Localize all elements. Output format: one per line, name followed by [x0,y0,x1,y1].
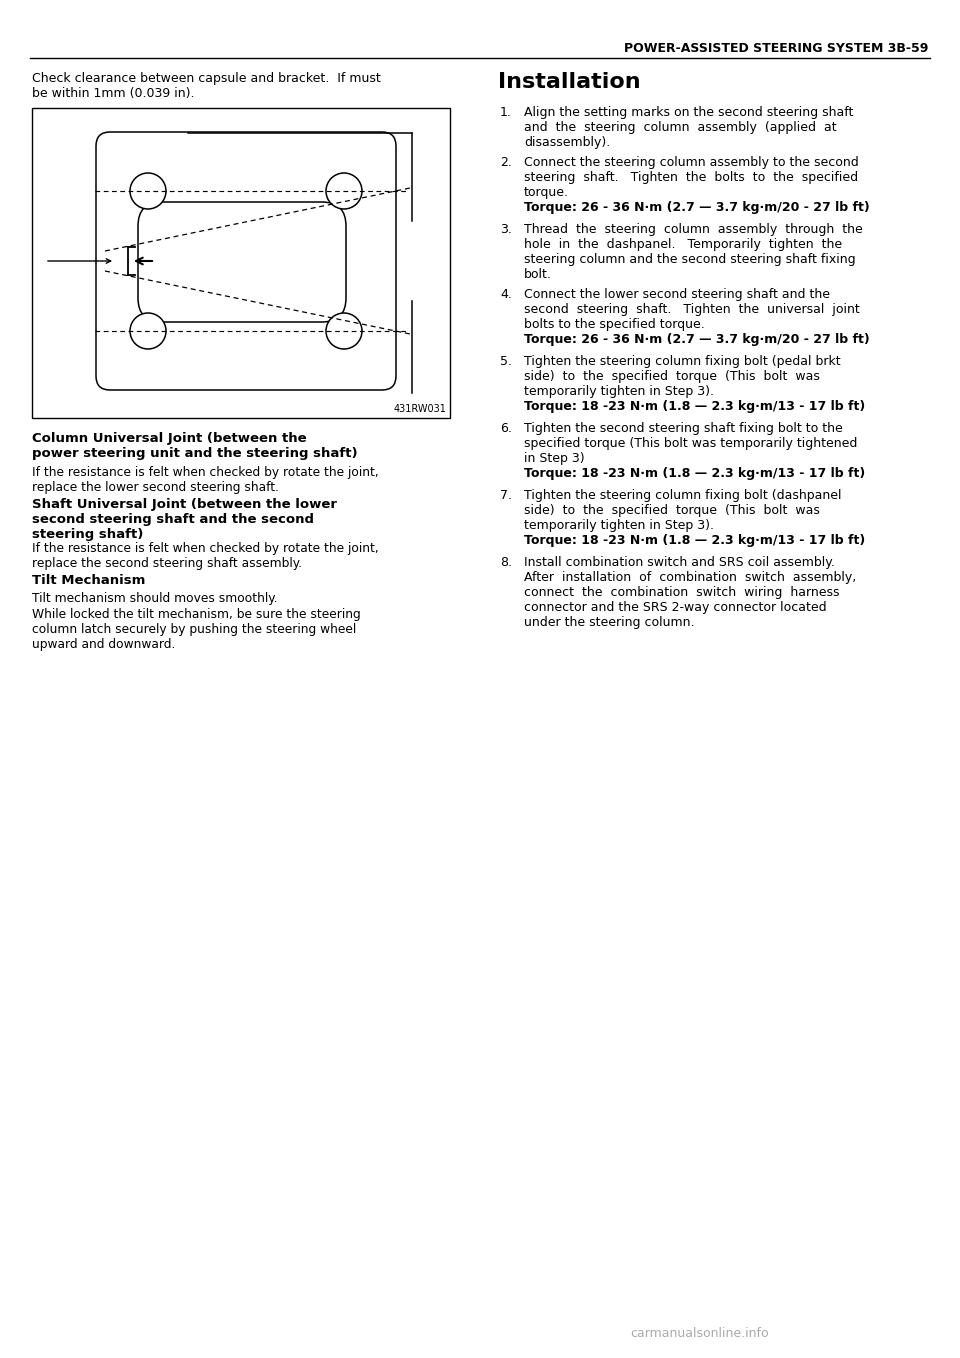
Text: 8.: 8. [500,555,512,569]
Text: Installation: Installation [498,72,640,92]
Text: Torque: 18 -23 N·m (1.8 — 2.3 kg·m/13 - 17 lb ft): Torque: 18 -23 N·m (1.8 — 2.3 kg·m/13 - … [524,467,865,479]
Text: If the resistance is felt when checked by rotate the joint,
replace the lower se: If the resistance is felt when checked b… [32,466,379,494]
Text: Torque: 18 -23 N·m (1.8 — 2.3 kg·m/13 - 17 lb ft): Torque: 18 -23 N·m (1.8 — 2.3 kg·m/13 - … [524,534,865,547]
Text: Torque: 26 - 36 N·m (2.7 — 3.7 kg·m/20 - 27 lb ft): Torque: 26 - 36 N·m (2.7 — 3.7 kg·m/20 -… [524,333,870,346]
Text: Tighten the steering column fixing bolt (dashpanel
side)  to  the  specified  to: Tighten the steering column fixing bolt … [524,489,842,532]
Text: Tighten the steering column fixing bolt (pedal brkt
side)  to  the  specified  t: Tighten the steering column fixing bolt … [524,354,841,398]
Text: If the resistance is felt when checked by rotate the joint,
replace the second s: If the resistance is felt when checked b… [32,542,379,570]
Text: 2.: 2. [500,156,512,168]
Text: Align the setting marks on the second steering shaft
and  the  steering  column : Align the setting marks on the second st… [524,106,853,149]
Text: carmanualsonline.info: carmanualsonline.info [631,1327,769,1340]
Circle shape [130,172,166,209]
Text: 7.: 7. [500,489,512,502]
Text: POWER-ASSISTED STEERING SYSTEM 3B-59: POWER-ASSISTED STEERING SYSTEM 3B-59 [624,42,928,56]
Text: While locked the tilt mechanism, be sure the steering
column latch securely by p: While locked the tilt mechanism, be sure… [32,608,361,650]
FancyBboxPatch shape [96,132,396,390]
Text: Check clearance between capsule and bracket.  If must
be within 1mm (0.039 in).: Check clearance between capsule and brac… [32,72,381,100]
Text: Torque: 26 - 36 N·m (2.7 — 3.7 kg·m/20 - 27 lb ft): Torque: 26 - 36 N·m (2.7 — 3.7 kg·m/20 -… [524,201,870,215]
Bar [32,109,450,418]
Text: 6.: 6. [500,422,512,435]
Text: Connect the lower second steering shaft and the
second  steering  shaft.   Tight: Connect the lower second steering shaft … [524,288,860,331]
Circle shape [130,312,166,349]
Text: Thread  the  steering  column  assembly  through  the
hole  in  the  dashpanel. : Thread the steering column assembly thro… [524,223,863,281]
Text: 4.: 4. [500,288,512,301]
Text: 431RW031: 431RW031 [394,403,446,414]
Text: Install combination switch and SRS coil assembly.
After  installation  of  combi: Install combination switch and SRS coil … [524,555,856,629]
Text: 1.: 1. [500,106,512,120]
Text: 3.: 3. [500,223,512,236]
Text: Tighten the second steering shaft fixing bolt to the
specified torque (This bolt: Tighten the second steering shaft fixing… [524,422,857,464]
Text: Shaft Universal Joint (between the lower
second steering shaft and the second
st: Shaft Universal Joint (between the lower… [32,498,337,540]
FancyBboxPatch shape [138,202,346,322]
Text: Connect the steering column assembly to the second
steering  shaft.   Tighten  t: Connect the steering column assembly to … [524,156,859,200]
Text: Tilt Mechanism: Tilt Mechanism [32,574,145,587]
Circle shape [326,312,362,349]
Circle shape [326,172,362,209]
Text: Tilt mechanism should moves smoothly.: Tilt mechanism should moves smoothly. [32,592,277,606]
Text: Column Universal Joint (between the
power steering unit and the steering shaft): Column Universal Joint (between the powe… [32,432,358,460]
Text: Torque: 18 -23 N·m (1.8 — 2.3 kg·m/13 - 17 lb ft): Torque: 18 -23 N·m (1.8 — 2.3 kg·m/13 - … [524,401,865,413]
Text: 5.: 5. [500,354,512,368]
